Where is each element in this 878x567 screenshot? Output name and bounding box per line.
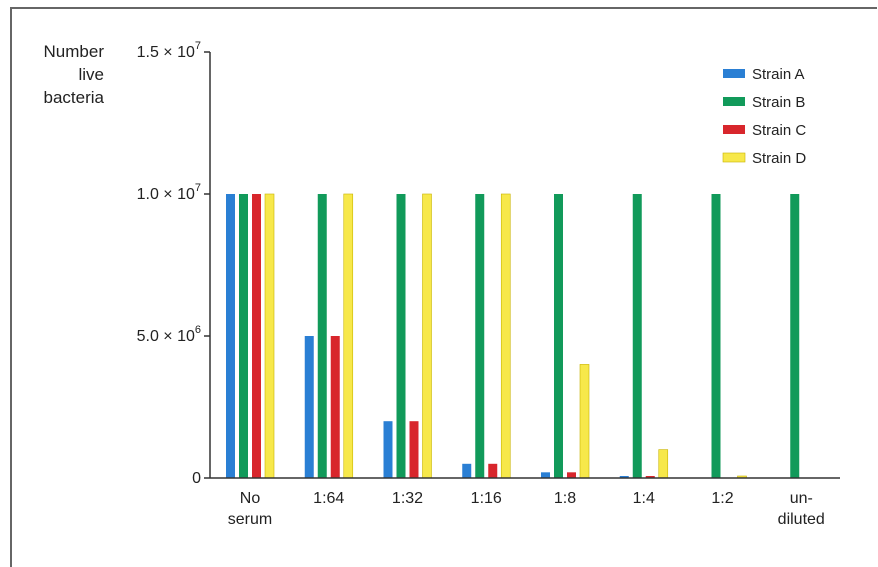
legend-label: Strain B (752, 94, 805, 111)
legend-swatch (723, 69, 745, 78)
legend-swatch (723, 97, 745, 106)
bar-strain-c (567, 472, 576, 478)
bar-strain-b (790, 194, 800, 478)
legend-label: Strain C (752, 122, 806, 139)
legend-label: Strain A (752, 66, 805, 83)
bar-strain-a (304, 336, 314, 478)
x-category-label: un- (790, 490, 813, 507)
x-category-label: 1:4 (633, 490, 655, 507)
bar-strain-d (264, 193, 275, 479)
bar-strain-b (475, 194, 485, 478)
x-category-label: diluted (778, 511, 825, 528)
bar-strain-d (500, 193, 511, 479)
x-category-label: 1:8 (554, 490, 576, 507)
bar-strain-b (554, 194, 563, 478)
x-category-label: 1:16 (471, 490, 502, 507)
bar-strain-c (645, 476, 655, 478)
bar-strain-d (343, 193, 354, 479)
bar-strain-a (541, 472, 550, 478)
bar-strain-b (317, 194, 327, 478)
y-axis-ticks: 0 5.0 × 106 1.0 × 107 1.5 × 107 (137, 40, 210, 487)
bar-strain-d (658, 449, 669, 479)
y-tick-label: 1.5 × 107 (137, 40, 201, 61)
legend: Strain A Strain B Strain C Strain D (722, 66, 806, 167)
legend-swatch (722, 152, 746, 163)
bar-strain-b (632, 194, 642, 478)
bar-strain-d (422, 193, 432, 479)
y-label-line: Number (44, 42, 105, 61)
bar-strain-d (579, 364, 590, 479)
bar-strain-c (409, 421, 419, 478)
bar-strain-a (462, 463, 472, 478)
y-label-line: bacteria (44, 88, 105, 107)
y-tick-label: 5.0 × 106 (137, 324, 201, 345)
y-tick-label: 1.0 × 107 (137, 182, 201, 203)
bar-strain-b (711, 194, 721, 478)
legend-swatch (723, 125, 745, 134)
y-tick-label: 0 (192, 470, 201, 487)
x-axis-categories: No serum 1:64 1:32 1:16 1:8 1:4 1:2 un-diluted (228, 490, 825, 528)
x-category-label: 1:32 (392, 490, 423, 507)
bar-chart: Number live bacteria 0 5.0 × 106 1.0 × 107 1.… (44, 40, 840, 528)
bar-strain-a (383, 421, 393, 478)
x-category-label: No (240, 490, 261, 507)
bar-strain-c (252, 194, 261, 478)
legend-label: Strain D (752, 150, 806, 167)
axes (209, 52, 840, 479)
y-axis-label: Number live bacteria (44, 42, 105, 107)
x-category-label: serum (228, 511, 272, 528)
bar-strain-b (239, 194, 248, 478)
bars (226, 193, 800, 479)
bar-strain-b (396, 194, 406, 478)
bar-strain-a (619, 476, 629, 478)
y-label-line: live (78, 65, 104, 84)
figure-frame (10, 7, 877, 567)
bar-strain-a (226, 194, 235, 478)
bar-strain-c (488, 463, 498, 478)
x-category-label: 1:64 (313, 490, 344, 507)
x-category-label: 1:2 (711, 490, 733, 507)
bar-strain-c (330, 336, 340, 478)
